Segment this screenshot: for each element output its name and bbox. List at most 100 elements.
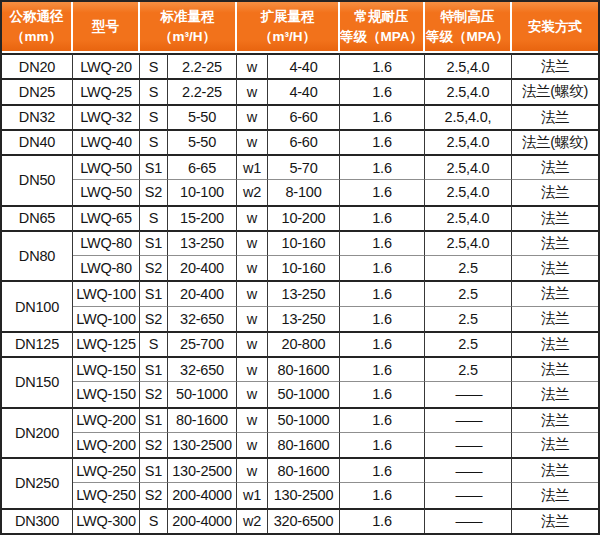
cell-model: LWQ-32 (73, 104, 140, 129)
cell-installation-method: 法兰 (512, 255, 598, 280)
cell-special-high-pressure-rating: 2.5,4.0 (425, 230, 512, 255)
cell-nominal-diameter: DN32 (2, 104, 73, 129)
cell-normal-pressure-rating: 1.6 (340, 331, 425, 356)
cell-standard-range-code: S (140, 53, 168, 78)
header-installation-method: 安装方式 (512, 2, 598, 53)
header-special-high-pressure-rating: 特制高压 等级（MPA） (425, 2, 512, 53)
cell-installation-method: 法兰 (512, 407, 598, 432)
cell-model: LWQ-125 (73, 331, 140, 356)
cell-extended-range: 80-1600 (268, 356, 340, 381)
cell-standard-range-code: S1 (140, 280, 168, 305)
cell-nominal-diameter: DN40 (2, 129, 73, 154)
cell-extended-range-code: w (237, 457, 268, 482)
cell-normal-pressure-rating: 1.6 (340, 381, 425, 406)
cell-nominal-diameter: DN50 (2, 154, 73, 205)
cell-extended-range: 6-60 (268, 129, 340, 154)
cell-normal-pressure-rating: 1.6 (340, 53, 425, 78)
cell-nominal-diameter: DN100 (2, 280, 73, 331)
cell-special-high-pressure-rating: —— (425, 482, 512, 507)
cell-standard-range-code: S (140, 129, 168, 154)
cell-standard-range-code: S (140, 508, 168, 534)
cell-extended-range: 10-160 (268, 230, 340, 255)
cell-standard-range: 6-65 (168, 154, 237, 179)
table-row: DN20LWQ-20S2.2-25w4-401.62.5,4.0法兰 (2, 53, 598, 78)
cell-normal-pressure-rating: 1.6 (340, 356, 425, 381)
table-row: DN65LWQ-65S15-200w10-2001.62.5,4.0法兰 (2, 205, 598, 230)
cell-standard-range-code: S1 (140, 457, 168, 482)
cell-extended-range: 13-250 (268, 306, 340, 331)
header-standard-range: 标准量程 （m³/H） (140, 2, 237, 53)
cell-extended-range: 4-40 (268, 53, 340, 78)
cell-special-high-pressure-rating: 2.5 (425, 331, 512, 356)
cell-installation-method: 法兰 (512, 230, 598, 255)
cell-normal-pressure-rating: 1.6 (340, 205, 425, 230)
cell-model: LWQ-20 (73, 53, 140, 78)
header-model: 型号 (73, 2, 140, 53)
cell-installation-method: 法兰 (512, 154, 598, 179)
cell-standard-range: 2.2-25 (168, 53, 237, 78)
cell-model: LWQ-50 (73, 154, 140, 179)
cell-extended-range: 50-1000 (268, 407, 340, 432)
cell-special-high-pressure-rating: 2.5,4.0 (425, 179, 512, 204)
cell-model: LWQ-250 (73, 482, 140, 507)
table-row: LWQ-250S2200-4000w1130-25001.6——法兰 (2, 482, 598, 507)
cell-extended-range: 8-100 (268, 179, 340, 204)
cell-standard-range-code: S1 (140, 154, 168, 179)
cell-standard-range: 200-4000 (168, 508, 237, 534)
cell-nominal-diameter: DN65 (2, 205, 73, 230)
flowmeter-spec-table: 公称通径 （mm） 型号 标准量程 （m³/H） 扩展量程 （m³/H） 常规耐… (0, 0, 600, 535)
cell-standard-range-code: S (140, 104, 168, 129)
cell-special-high-pressure-rating: 2.5,4.0 (425, 154, 512, 179)
cell-extended-range-code: w (237, 331, 268, 356)
table-row: DN50LWQ-50S16-65w15-701.62.5,4.0法兰 (2, 154, 598, 179)
table-row: DN250LWQ-250S1130-2500w80-16001.6——法兰 (2, 457, 598, 482)
cell-extended-range-code: w (237, 407, 268, 432)
cell-extended-range-code: w (237, 432, 268, 457)
cell-special-high-pressure-rating: 2.5 (425, 306, 512, 331)
cell-nominal-diameter: DN25 (2, 78, 73, 103)
cell-extended-range: 130-2500 (268, 482, 340, 507)
cell-model: LWQ-50 (73, 179, 140, 204)
cell-normal-pressure-rating: 1.6 (340, 508, 425, 534)
table-row: LWQ-50S210-100w28-1001.62.5,4.0法兰 (2, 179, 598, 204)
cell-standard-range: 80-1600 (168, 407, 237, 432)
cell-model: LWQ-25 (73, 78, 140, 103)
cell-normal-pressure-rating: 1.6 (340, 104, 425, 129)
cell-normal-pressure-rating: 1.6 (340, 154, 425, 179)
cell-standard-range-code: S1 (140, 230, 168, 255)
cell-extended-range-code: w (237, 104, 268, 129)
table-row: DN25LWQ-25S2.2-25w4-401.62.5,4.0法兰(螺纹) (2, 78, 598, 103)
table-row: DN125LWQ-125S25-700w20-8001.62.5法兰 (2, 331, 598, 356)
cell-extended-range: 5-70 (268, 154, 340, 179)
cell-extended-range-code: w2 (237, 179, 268, 204)
cell-standard-range: 5-50 (168, 129, 237, 154)
cell-model: LWQ-300 (73, 508, 140, 534)
cell-normal-pressure-rating: 1.6 (340, 432, 425, 457)
cell-extended-range-code: w1 (237, 482, 268, 507)
cell-standard-range-code: S2 (140, 179, 168, 204)
cell-standard-range: 2.2-25 (168, 78, 237, 103)
cell-model: LWQ-65 (73, 205, 140, 230)
table-header: 公称通径 （mm） 型号 标准量程 （m³/H） 扩展量程 （m³/H） 常规耐… (2, 2, 598, 53)
cell-special-high-pressure-rating: 2.5,4.0, (425, 104, 512, 129)
cell-standard-range: 20-400 (168, 280, 237, 305)
table-row: DN200LWQ-200S180-1600w50-10001.6——法兰 (2, 407, 598, 432)
cell-model: LWQ-150 (73, 381, 140, 406)
cell-standard-range-code: S2 (140, 482, 168, 507)
cell-standard-range: 32-650 (168, 306, 237, 331)
cell-extended-range: 80-1600 (268, 432, 340, 457)
table-row: DN100LWQ-100S120-400w13-2501.62.5法兰 (2, 280, 598, 305)
cell-extended-range-code: w (237, 255, 268, 280)
cell-model: LWQ-80 (73, 255, 140, 280)
cell-standard-range-code: S2 (140, 381, 168, 406)
cell-standard-range: 130-2500 (168, 457, 237, 482)
cell-normal-pressure-rating: 1.6 (340, 457, 425, 482)
cell-normal-pressure-rating: 1.6 (340, 129, 425, 154)
cell-standard-range-code: S2 (140, 306, 168, 331)
cell-standard-range-code: S1 (140, 407, 168, 432)
cell-model: LWQ-200 (73, 432, 140, 457)
cell-extended-range: 6-60 (268, 104, 340, 129)
cell-nominal-diameter: DN250 (2, 457, 73, 508)
cell-model: LWQ-200 (73, 407, 140, 432)
cell-extended-range-code: w (237, 381, 268, 406)
